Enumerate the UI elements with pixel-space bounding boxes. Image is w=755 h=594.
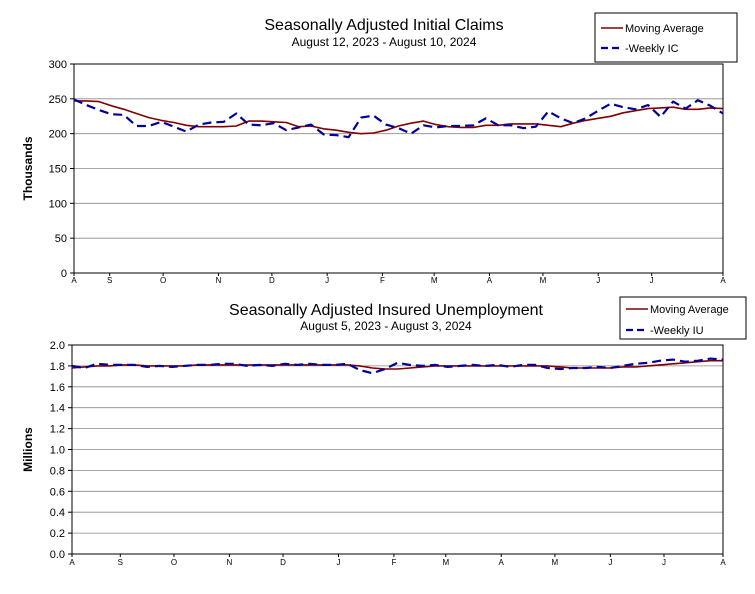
x-tick-label: M <box>540 276 547 285</box>
y-tick-label: 1.6 <box>50 382 65 394</box>
moving-average-line <box>74 100 724 135</box>
chart-subtitle-2: August 5, 2023 - August 3, 2024 <box>300 319 472 333</box>
x-tick-label: A <box>720 276 726 285</box>
y-tick-label: 100 <box>49 198 67 210</box>
x-tick-label: M <box>552 558 559 567</box>
x-tick-label: S <box>118 558 123 567</box>
y-axis-label: Thousands <box>21 136 35 200</box>
x-tick-label: J <box>325 276 329 285</box>
x-tick-label: O <box>171 558 177 567</box>
chart-subtitle-1: August 12, 2023 - August 10, 2024 <box>292 35 477 49</box>
y-tick-label: 0.2 <box>50 528 65 540</box>
y-tick-label: 300 <box>49 59 67 71</box>
x-tick-label: N <box>216 276 222 285</box>
y-tick-label: 0.4 <box>50 507 65 519</box>
y-tick-label: 1.2 <box>50 424 65 436</box>
y-tick-label: 1.8 <box>50 361 65 373</box>
y-tick-label: 0.0 <box>50 549 65 561</box>
x-tick-label: O <box>160 276 166 285</box>
y-tick-label: 250 <box>49 94 67 106</box>
x-tick-label: M <box>431 276 438 285</box>
chart-title-1: Seasonally Adjusted Initial Claims <box>264 17 503 34</box>
x-tick-label: D <box>269 276 275 285</box>
x-tick-label: J <box>336 558 340 567</box>
y-tick-label: 2.0 <box>50 340 65 352</box>
y-tick-label: 150 <box>49 164 67 176</box>
x-tick-label: F <box>380 276 385 285</box>
weekly-ic-line <box>73 98 724 139</box>
legend-box <box>619 296 747 340</box>
x-tick-label: A <box>69 558 75 567</box>
legend-label: -Weekly IC <box>625 43 679 55</box>
plot-border <box>71 344 724 555</box>
x-tick-label: A <box>720 558 726 567</box>
legend-box <box>594 12 738 63</box>
y-axis-label: Millions <box>21 427 35 472</box>
x-tick-label: S <box>107 276 112 285</box>
legend-label: Moving Average <box>650 304 729 316</box>
y-tick-label: 0 <box>61 268 67 280</box>
x-tick-label: D <box>280 558 286 567</box>
y-tick-label: 0.8 <box>50 465 65 477</box>
x-tick-label: J <box>596 276 600 285</box>
x-tick-label: J <box>662 558 666 567</box>
plot-border <box>73 63 724 274</box>
y-tick-label: 0.6 <box>50 486 65 498</box>
x-tick-label: A <box>499 558 505 567</box>
chart-title-2: Seasonally Adjusted Insured Unemployment <box>229 302 544 319</box>
legend-label: Moving Average <box>625 23 704 35</box>
y-tick-label: 200 <box>49 129 67 141</box>
x-tick-label: F <box>391 558 396 567</box>
y-tick-label: 1.0 <box>50 445 65 457</box>
x-tick-label: J <box>650 276 654 285</box>
weekly-iu-line <box>71 357 724 375</box>
legend-label: -Weekly IU <box>650 325 704 337</box>
x-tick-label: N <box>226 558 232 567</box>
x-tick-label: J <box>608 558 612 567</box>
x-tick-label: A <box>487 276 493 285</box>
x-tick-label: A <box>71 276 77 285</box>
y-tick-label: 1.4 <box>50 403 65 415</box>
x-tick-label: M <box>442 558 449 567</box>
y-tick-label: 50 <box>55 233 67 245</box>
